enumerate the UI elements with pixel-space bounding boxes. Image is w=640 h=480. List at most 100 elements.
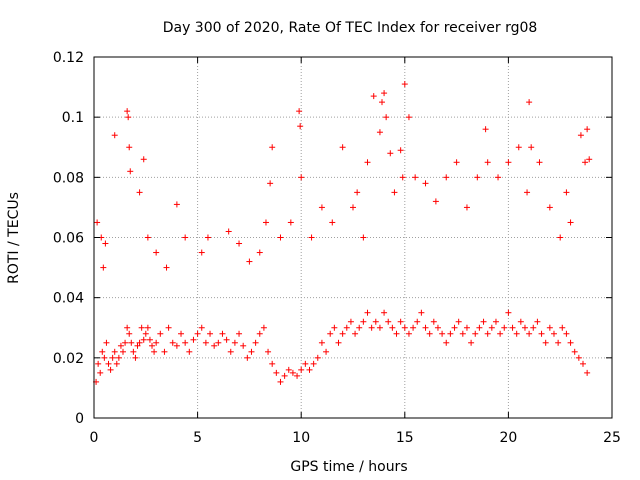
data-point (227, 348, 234, 355)
data-point (297, 123, 304, 130)
data-points (93, 81, 593, 385)
data-point (463, 204, 470, 211)
data-point (231, 339, 238, 346)
data-point (256, 249, 263, 256)
data-point (124, 108, 131, 115)
data-point (385, 318, 392, 325)
data-point (439, 330, 446, 337)
data-point (509, 324, 516, 331)
data-point (105, 360, 112, 367)
data-point (267, 180, 274, 187)
data-point (136, 189, 143, 196)
x-tick-label: 15 (396, 430, 414, 446)
data-point (211, 342, 218, 349)
data-point (122, 339, 129, 346)
data-point (339, 144, 346, 151)
data-point (399, 174, 406, 181)
data-point (557, 234, 564, 241)
data-point (550, 330, 557, 337)
data-point (376, 129, 383, 136)
data-point (335, 339, 342, 346)
data-point (372, 318, 379, 325)
data-point (101, 354, 108, 361)
y-tick-label: 0.1 (62, 110, 84, 126)
data-point (432, 198, 439, 205)
data-point (287, 219, 294, 226)
data-point (296, 108, 303, 115)
data-point (354, 189, 361, 196)
x-tick-label: 20 (499, 430, 517, 446)
data-point (256, 330, 263, 337)
data-point (443, 174, 450, 181)
data-point (368, 324, 375, 331)
data-point (567, 339, 574, 346)
data-point (401, 324, 408, 331)
data-point (476, 324, 483, 331)
data-point (144, 234, 151, 241)
data-point (240, 342, 247, 349)
data-point (265, 348, 272, 355)
data-point (426, 330, 433, 337)
data-point (97, 369, 104, 376)
data-point (204, 234, 211, 241)
data-point (310, 360, 317, 367)
data-point (484, 159, 491, 166)
data-point (586, 156, 593, 163)
x-tick-label: 10 (292, 430, 310, 446)
data-point (102, 240, 109, 247)
data-point (169, 339, 176, 346)
data-point (277, 234, 284, 241)
data-point (165, 324, 172, 331)
data-point (281, 372, 288, 379)
data-point (186, 348, 193, 355)
data-point (125, 114, 132, 121)
data-point (524, 189, 531, 196)
y-tick-label: 0 (75, 411, 84, 427)
data-point (163, 264, 170, 271)
data-point (219, 330, 226, 337)
data-point (501, 324, 508, 331)
data-point (563, 189, 570, 196)
data-point (136, 339, 143, 346)
data-point (513, 330, 520, 337)
data-point (94, 219, 101, 226)
data-point (410, 324, 417, 331)
data-point (273, 369, 280, 376)
x-axis-label: GPS time / hours (290, 459, 407, 475)
data-point (542, 339, 549, 346)
data-point (308, 234, 315, 241)
data-point (277, 378, 284, 385)
data-point (120, 348, 127, 355)
data-point (248, 348, 255, 355)
data-point (463, 324, 470, 331)
data-point (198, 249, 205, 256)
x-tick-label: 0 (90, 430, 99, 446)
data-point (584, 369, 591, 376)
data-point (343, 324, 350, 331)
data-point (434, 324, 441, 331)
data-point (405, 330, 412, 337)
data-point (252, 339, 259, 346)
data-point (246, 258, 253, 265)
data-point (391, 189, 398, 196)
data-point (430, 318, 437, 325)
data-point (356, 324, 363, 331)
data-point (111, 348, 118, 355)
data-point (352, 330, 359, 337)
data-point (376, 324, 383, 331)
data-point (555, 339, 562, 346)
data-point (182, 339, 189, 346)
data-point (563, 330, 570, 337)
x-tick-label: 5 (193, 430, 202, 446)
data-point (95, 360, 102, 367)
data-point (517, 318, 524, 325)
data-point (393, 330, 400, 337)
data-point (459, 330, 466, 337)
data-point (126, 144, 133, 151)
data-point (360, 234, 367, 241)
data-point (182, 234, 189, 241)
y-tick-label: 0.06 (53, 231, 84, 247)
data-point (534, 318, 541, 325)
data-point (528, 144, 535, 151)
